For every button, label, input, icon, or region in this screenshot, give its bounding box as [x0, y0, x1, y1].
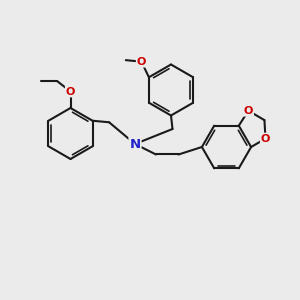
Text: N: N — [129, 137, 141, 151]
Text: O: O — [261, 134, 270, 144]
Text: O: O — [137, 57, 146, 67]
Text: O: O — [66, 86, 75, 97]
Text: O: O — [244, 106, 253, 116]
